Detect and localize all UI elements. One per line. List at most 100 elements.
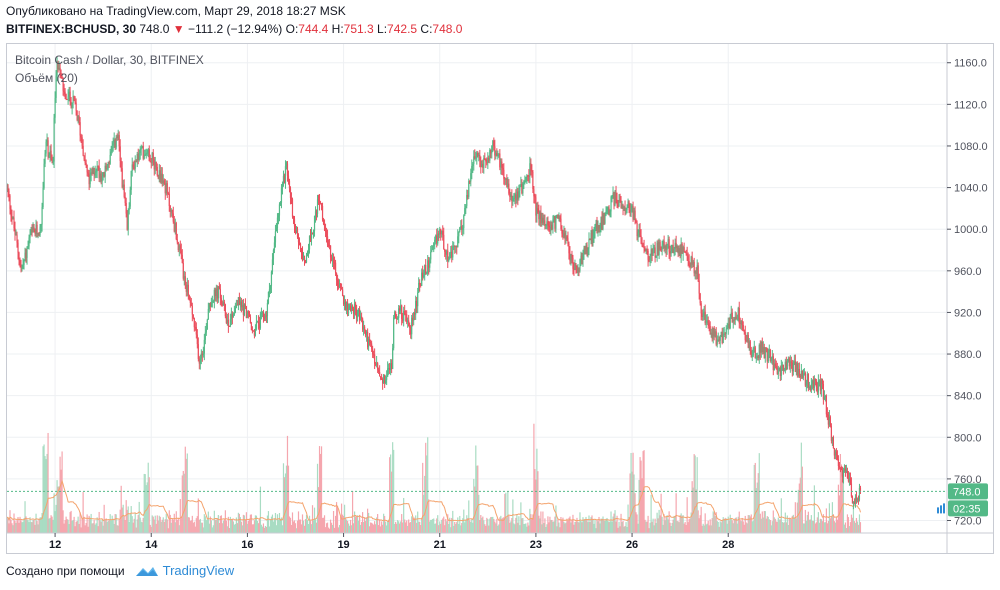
volume-bar-706 (713, 512, 715, 533)
candle-body-816 (823, 396, 825, 400)
candle-body-828 (835, 451, 838, 456)
candle-body-804 (811, 380, 813, 385)
volume-bar-311 (317, 487, 320, 533)
volume-bar-626 (633, 474, 635, 533)
volume-bar-47 (53, 493, 55, 533)
candle-body-705 (712, 327, 714, 339)
volume-bar-688 (695, 489, 697, 533)
volume-bar-249 (255, 515, 258, 533)
volume-bar-516 (523, 523, 525, 533)
volume-bar-604 (611, 521, 613, 533)
candle-body-587 (594, 224, 596, 233)
candle-body-765 (772, 356, 774, 371)
volume-bar-332 (338, 524, 341, 533)
volume-bar-708 (715, 512, 717, 533)
candle-body-285 (291, 198, 294, 217)
volume-bar-387 (394, 523, 396, 533)
volume-bar-759 (766, 516, 768, 533)
volume-bar-440 (447, 514, 449, 533)
tradingview-brand[interactable]: TradingView (162, 563, 235, 578)
bars-icon[interactable] (937, 503, 945, 514)
volume-bar-817 (824, 522, 826, 533)
candle-body-651 (658, 241, 660, 255)
candle-body-607 (614, 192, 616, 206)
volume-bar-414 (421, 517, 423, 533)
volume-bar-650 (657, 518, 659, 533)
volume-bar-182 (188, 517, 190, 533)
volume-bar-659 (666, 515, 668, 533)
candle-body-66 (72, 96, 74, 103)
candle-body-848 (855, 497, 858, 501)
volume-bar-302 (308, 515, 311, 533)
candle-body-794 (801, 370, 803, 378)
close-label: C: (420, 22, 433, 36)
candle-body-405 (412, 317, 414, 321)
volume-bar-378 (385, 521, 387, 533)
volume-bar-801 (808, 519, 810, 533)
candle-body-594 (601, 216, 603, 229)
candle-body-726 (733, 319, 735, 321)
volume-bar-677 (684, 522, 686, 533)
volume-bar-585 (592, 519, 594, 533)
volume-bar-717 (724, 517, 726, 533)
volume-bar-531 (538, 515, 540, 533)
volume-bar-241 (247, 521, 250, 533)
volume-bar-35 (41, 513, 43, 533)
candle-body-487 (494, 146, 496, 156)
candle-body-729 (736, 319, 738, 321)
volume-bar-373 (380, 526, 382, 533)
candle-body-747 (754, 347, 756, 359)
volume-bar-766 (773, 517, 775, 533)
volume-bar-125 (131, 516, 133, 533)
candle-body-514 (521, 184, 523, 194)
candle-body-778 (785, 361, 787, 370)
candle-body-393 (400, 305, 402, 311)
candle-body-831 (838, 465, 841, 468)
volume-bar-353 (360, 524, 362, 533)
volume-bar-110 (116, 525, 118, 533)
volume-bar-257 (263, 527, 266, 533)
candle-body-170 (176, 239, 178, 243)
tradingview-logo-icon[interactable] (135, 564, 159, 578)
volume-bar-568 (575, 521, 577, 533)
candle-body-731 (738, 307, 740, 324)
volume-bar-306 (312, 520, 315, 533)
candle-body-186 (192, 314, 194, 318)
volume-bar-616 (623, 526, 625, 533)
volume-bar-123 (129, 514, 131, 533)
symbol-label[interactable]: BITFINEX:BCHUSD, 30 (6, 22, 137, 36)
candle-body-386 (393, 317, 395, 349)
candle-body-137 (143, 155, 145, 159)
candle-body-0 (7, 185, 8, 188)
volume-bar-98 (104, 519, 106, 533)
volume-bar-742 (749, 516, 751, 533)
volume-bar-792 (799, 477, 801, 533)
volume-bar-401 (408, 519, 410, 533)
volume-indicator-title[interactable]: Объём (20) (15, 71, 78, 85)
volume-bar-29 (35, 513, 37, 533)
candle-body-505 (512, 198, 514, 202)
candle-body-710 (717, 339, 719, 342)
candle-body-648 (655, 255, 657, 258)
volume-bar-23 (29, 517, 31, 533)
candle-body-568 (575, 263, 577, 267)
volume-bar-52 (58, 486, 60, 533)
price-chart[interactable]: 720.0760.0800.0840.0880.0920.0960.01000.… (7, 44, 993, 553)
volume-bar-682 (689, 518, 691, 533)
candle-body-750 (757, 356, 759, 359)
candle-body-360 (367, 332, 369, 348)
candle-body-832 (839, 467, 842, 469)
candle-body-526 (533, 189, 535, 197)
volume-bar-442 (449, 517, 451, 533)
volume-bar-783 (790, 518, 792, 533)
volume-bar-563 (570, 522, 572, 533)
volume-bar-638 (645, 521, 647, 533)
volume-bar-779 (786, 515, 788, 533)
candle-body-334 (340, 287, 343, 290)
volume-bar-483 (490, 516, 492, 533)
volume-bar-318 (324, 527, 327, 533)
candle-body-448 (455, 246, 457, 248)
volume-bar-844 (851, 517, 854, 533)
volume-bar-421 (428, 499, 430, 533)
volume-bar-161 (167, 528, 169, 533)
